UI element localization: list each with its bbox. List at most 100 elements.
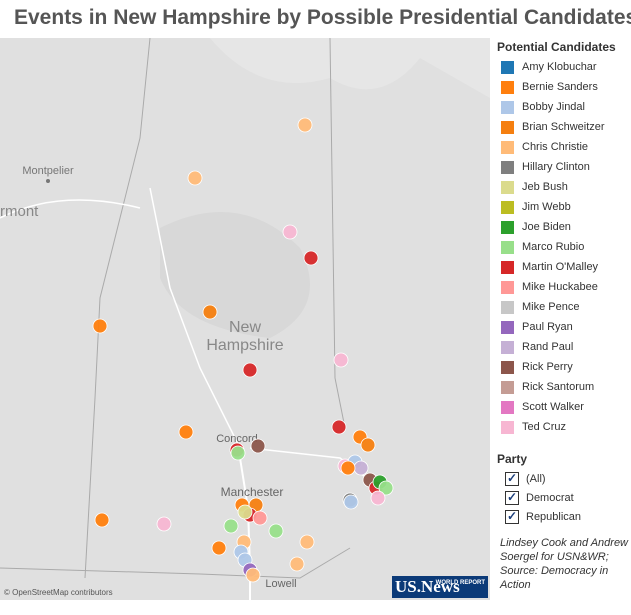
legend-swatch: [501, 360, 514, 374]
event-dot[interactable]: [353, 460, 369, 476]
event-dot[interactable]: [178, 424, 194, 440]
filter-option[interactable]: ✓ (All): [505, 469, 581, 488]
city-label: Concord: [216, 433, 258, 445]
event-dot[interactable]: [268, 523, 284, 539]
city-label: Montpelier: [22, 165, 74, 177]
legend-swatch: [501, 220, 514, 234]
event-dot[interactable]: [340, 460, 356, 476]
legend-item[interactable]: Mike Huckabee: [497, 277, 631, 297]
map: Montpelier rmont New Hampshire Concord M…: [0, 38, 490, 600]
road: [0, 199, 141, 219]
legend-swatch: [501, 80, 514, 94]
legend-label: Brian Schweitzer: [522, 121, 605, 133]
logo-small: WORLD REPORT: [435, 580, 485, 586]
event-dot[interactable]: [156, 516, 172, 532]
event-dot[interactable]: [282, 224, 298, 240]
event-dot[interactable]: [223, 518, 239, 534]
event-dot[interactable]: [370, 490, 386, 506]
attribution: © OpenStreetMap contributors: [4, 588, 113, 597]
event-dot[interactable]: [242, 362, 258, 378]
legend-label: Joe Biden: [522, 221, 571, 233]
city-label: Manchester: [221, 485, 284, 499]
legend: Potential Candidates Amy Klobuchar Bernie…: [497, 40, 631, 437]
legend-item[interactable]: Chris Christie: [497, 137, 631, 157]
legend-swatch: [501, 300, 514, 314]
region-label: New: [229, 319, 261, 336]
event-dot[interactable]: [378, 480, 394, 496]
filter-option[interactable]: ✓ Republican: [505, 507, 581, 526]
legend-label: Mike Huckabee: [522, 281, 598, 293]
legend-label: Rand Paul: [522, 341, 574, 353]
event-dots: [92, 117, 394, 583]
event-dot[interactable]: [289, 556, 305, 572]
legend-item[interactable]: Rand Paul: [497, 337, 631, 357]
legend-item[interactable]: Jim Webb: [497, 197, 631, 217]
filter-options: ✓ (All) ✓ Democrat ✓ Republican: [497, 469, 581, 526]
legend-title: Potential Candidates: [497, 40, 616, 54]
forest: [160, 212, 310, 338]
legend-swatch: [501, 380, 514, 394]
legend-item[interactable]: Hillary Clinton: [497, 157, 631, 177]
event-dot[interactable]: [92, 318, 108, 334]
legend-item[interactable]: Joe Biden: [497, 217, 631, 237]
filter-option[interactable]: ✓ Democrat: [505, 488, 581, 507]
legend-swatch: [501, 400, 514, 414]
legend-swatch: [501, 180, 514, 194]
legend-swatch: [501, 240, 514, 254]
legend-swatch: [501, 140, 514, 154]
legend-swatch: [501, 340, 514, 354]
checkbox[interactable]: ✓: [505, 508, 519, 524]
event-dot[interactable]: [237, 504, 253, 520]
filter-label: (All): [526, 472, 546, 485]
logo: US.News WORLD REPORT: [392, 576, 488, 598]
event-dot[interactable]: [343, 494, 359, 510]
legend-item[interactable]: Amy Klobuchar: [497, 57, 631, 77]
legend-label: Rick Perry: [522, 361, 573, 373]
checkbox[interactable]: ✓: [505, 489, 519, 505]
legend-items: Amy Klobuchar Bernie Sanders Bobby Jindal B…: [497, 57, 631, 437]
event-dot[interactable]: [303, 250, 319, 266]
legend-item[interactable]: Bobby Jindal: [497, 97, 631, 117]
legend-item[interactable]: Martin O'Malley: [497, 257, 631, 277]
filter-label: Republican: [526, 510, 582, 523]
event-dot[interactable]: [94, 512, 110, 528]
legend-label: Jeb Bush: [522, 181, 568, 193]
legend-item[interactable]: Rick Santorum: [497, 377, 631, 397]
legend-item[interactable]: Mike Pence: [497, 297, 631, 317]
legend-label: Paul Ryan: [522, 321, 573, 333]
legend-label: Mike Pence: [522, 301, 580, 313]
event-dot[interactable]: [187, 170, 203, 186]
legend-item[interactable]: Ted Cruz: [497, 417, 631, 437]
legend-item[interactable]: Paul Ryan: [497, 317, 631, 337]
event-dot[interactable]: [250, 438, 266, 454]
event-dot[interactable]: [299, 534, 315, 550]
credit: Lindsey Cook and Andrew Soergel for USN&…: [500, 537, 629, 591]
checkbox[interactable]: ✓: [505, 470, 519, 486]
legend-label: Jim Webb: [522, 201, 571, 213]
event-dot[interactable]: [252, 510, 268, 526]
legend-item[interactable]: Marco Rubio: [497, 237, 631, 257]
legend-label: Rick Santorum: [522, 381, 595, 393]
legend-swatch: [501, 260, 514, 274]
filter-label: Democrat: [526, 491, 574, 504]
legend-swatch: [501, 320, 514, 334]
legend-item[interactable]: Jeb Bush: [497, 177, 631, 197]
legend-item[interactable]: Bernie Sanders: [497, 77, 631, 97]
event-dot[interactable]: [202, 304, 218, 320]
filter-title: Party: [497, 452, 528, 466]
legend-swatch: [501, 100, 514, 114]
region-label: Hampshire: [206, 337, 283, 354]
legend-item[interactable]: Brian Schweitzer: [497, 117, 631, 137]
legend-swatch: [501, 280, 514, 294]
legend-item[interactable]: Scott Walker: [497, 397, 631, 417]
party-filter: Party ✓ (All) ✓ Democrat ✓ Republican: [497, 452, 581, 526]
event-dot[interactable]: [297, 117, 313, 133]
event-dot[interactable]: [333, 352, 349, 368]
event-dot[interactable]: [211, 540, 227, 556]
event-dot[interactable]: [360, 437, 376, 453]
legend-label: Amy Klobuchar: [522, 61, 597, 73]
event-dot[interactable]: [245, 567, 261, 583]
event-dot[interactable]: [331, 419, 347, 435]
legend-item[interactable]: Rick Perry: [497, 357, 631, 377]
event-dot[interactable]: [230, 445, 246, 461]
